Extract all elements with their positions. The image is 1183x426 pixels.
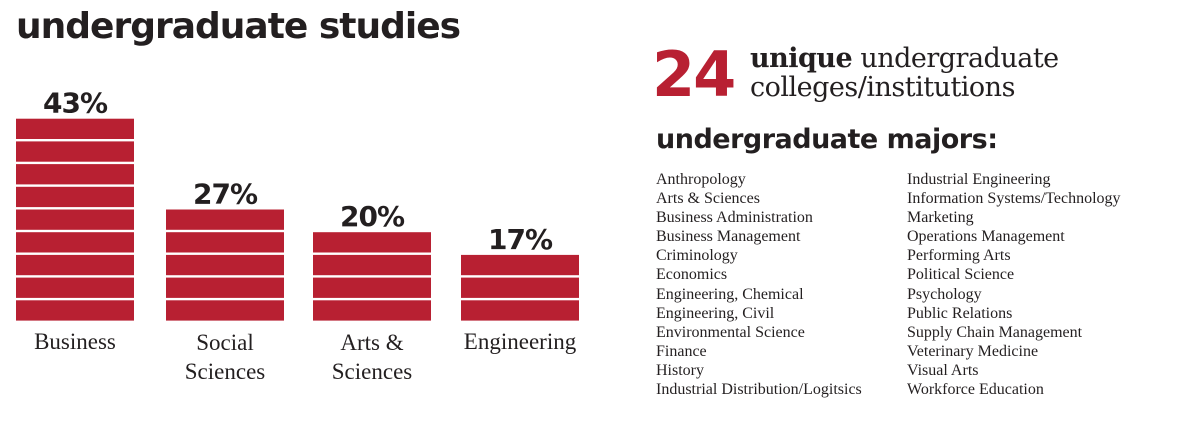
major-item: Finance (656, 342, 707, 360)
bar-block (16, 254, 134, 276)
caption-bold: unique (750, 43, 853, 74)
caption-line2: colleges/institutions (750, 72, 1015, 103)
bar-chart: 43% 27% 20% 17% (16, 87, 579, 321)
bar-block (313, 232, 431, 253)
category-label-line: Social (196, 330, 254, 355)
bar-block (16, 300, 134, 321)
major-item: Public Relations (907, 304, 1013, 322)
major-item: Psychology (907, 285, 982, 303)
category-label: Business (0, 327, 150, 356)
bar-block (16, 186, 134, 208)
category-label-line: Sciences (331, 359, 413, 384)
bar-block (313, 254, 431, 276)
institution-count: 24 (652, 38, 736, 111)
major-item: Business Management (656, 228, 801, 246)
bar-block (166, 300, 284, 321)
category-label: Engineering (445, 327, 595, 356)
majors-list-2: Industrial Engineering Information System… (907, 170, 1121, 399)
bar-block (461, 277, 579, 298)
bar-block (166, 254, 284, 276)
major-item: Operations Management (907, 228, 1065, 246)
bar-block (16, 164, 134, 185)
category-label-line: Arts & (340, 330, 404, 355)
major-item: Criminology (656, 247, 738, 265)
data-label: 27% (193, 178, 258, 211)
bar-block (461, 254, 579, 276)
bar-block (16, 141, 134, 162)
page-title: undergraduate studies (16, 6, 461, 47)
category-label-line: Sciences (184, 359, 266, 384)
category-label-line: Engineering (463, 329, 577, 354)
majors-heading: undergraduate majors: (656, 124, 998, 155)
major-item: Workforce Education (907, 381, 1044, 399)
category-label: Arts & Sciences (297, 328, 447, 386)
major-item: Marketing (907, 209, 974, 227)
major-item: Engineering, Civil (656, 304, 775, 322)
category-label-line: Business (34, 329, 116, 354)
major-item: Industrial Distribution/Logitsics (656, 381, 862, 399)
major-item: Environmental Science (656, 323, 805, 341)
major-item: Information Systems/Technology (907, 190, 1121, 208)
bar-block (313, 300, 431, 321)
bar-block (16, 118, 134, 139)
bar-block (16, 277, 134, 298)
major-item: Political Science (907, 266, 1015, 284)
institution-caption: unique undergraduate colleges/institutio… (750, 44, 1059, 102)
data-label: 17% (488, 223, 553, 256)
major-item: Engineering, Chemical (656, 285, 804, 303)
major-item: Industrial Engineering (907, 171, 1051, 188)
major-item: Business Administration (656, 209, 813, 227)
bar-block (166, 209, 284, 230)
major-item: Visual Arts (907, 361, 979, 379)
bar-block (166, 277, 284, 298)
major-item: Anthropology (656, 171, 746, 188)
major-item: History (656, 361, 704, 379)
major-item: Veterinary Medicine (907, 342, 1039, 360)
data-label: 43% (43, 87, 108, 120)
bar-block (461, 300, 579, 321)
bar-block (166, 232, 284, 253)
bar-block (16, 209, 134, 230)
major-item: Economics (656, 266, 728, 284)
category-label: Social Sciences (150, 328, 300, 386)
major-item: Performing Arts (907, 247, 1011, 265)
major-item: Arts & Sciences (656, 190, 760, 208)
majors-list-1: Anthropology Arts & Sciences Business Admi… (656, 170, 862, 399)
data-label: 20% (340, 200, 405, 233)
major-item: Supply Chain Management (907, 323, 1083, 341)
bar-block (16, 232, 134, 253)
bar-block (313, 277, 431, 298)
caption-line1: undergraduate (860, 43, 1059, 74)
